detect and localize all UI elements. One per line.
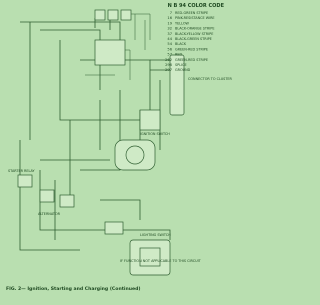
legend-color: GROUND xyxy=(175,68,191,72)
legend-color: BLACK-YELLOW STRIPE xyxy=(175,32,213,36)
legend-code: 37 xyxy=(167,32,172,36)
legend-color: SPLICE xyxy=(175,63,187,67)
legend-color: RED-GREEN STRIPE xyxy=(175,11,208,15)
legend-code: 297 xyxy=(165,68,172,72)
component-labels: CONNECTOR TO CLUSTER ASSY. LIGHTING SWITC… xyxy=(8,77,243,263)
legend-code: 296 xyxy=(165,63,173,67)
legend-code: 16 xyxy=(167,16,172,20)
component-label: STARTER RELAY xyxy=(8,169,36,173)
legend-color: BLACK-ORANGE STRIPE xyxy=(175,27,214,31)
component-label: CONNECTOR TO CLUSTER ASSY. xyxy=(188,77,232,81)
legend-code: 32 xyxy=(167,27,172,31)
legend-color: RED xyxy=(175,53,182,57)
legend-code: 54 xyxy=(167,42,172,46)
component-label: IGNITION SWITCH xyxy=(140,132,170,136)
component-label: ALTERNATOR xyxy=(38,212,61,216)
legend-code: 262 xyxy=(165,58,172,62)
legend-code: 57 xyxy=(167,53,172,57)
header-title: N B 94 COLOR CODE xyxy=(168,3,225,9)
legend-code: 56 xyxy=(167,47,172,51)
legend-color: BLACK-GREEN STRIPE xyxy=(175,37,212,41)
legend-code: 19 xyxy=(167,21,172,25)
legend-color: BLACK xyxy=(175,42,187,46)
legend-code: 7 xyxy=(170,11,172,15)
component-label: LIGHTING SWITCH xyxy=(140,233,171,237)
components xyxy=(17,9,185,276)
legend-code: 44 xyxy=(167,37,172,41)
figure-caption: FIG. 2— Ignition, Starting and Charging … xyxy=(6,286,141,292)
legend-color: PINK-RESISTANCE WIRE xyxy=(175,16,215,20)
legend-color: YELLOW xyxy=(175,21,190,25)
legend-color: GREEN-RED STRIPE xyxy=(175,58,208,62)
component-label: IF FUNCTION NOT APPLICABLE TO THIS CIRCU… xyxy=(120,259,202,263)
legend-color: GREEN-RED STRIPE xyxy=(175,47,208,51)
